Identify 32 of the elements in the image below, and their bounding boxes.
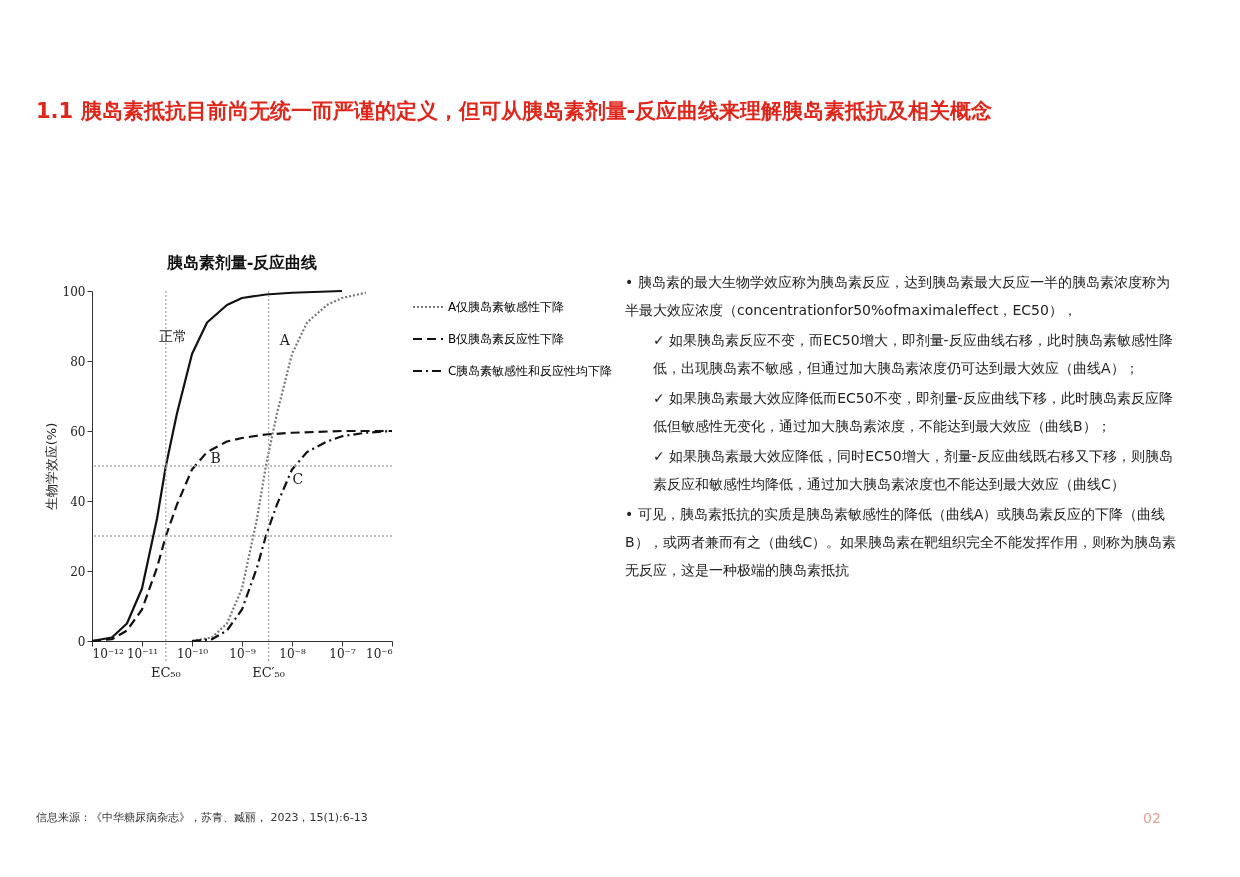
y-tick-label: 0 — [77, 634, 86, 649]
text: ✓ 如果胰岛素反应不变，而EC50增大，即剂量-反应曲线右移，此时胰岛素敏感性降低，出现胰岛素不敏感，但通过加大胰岛素浓度仍可达到最大效应（曲线A）； — [652, 331, 1174, 378]
annotation: C — [292, 471, 304, 487]
legend-label: C胰岛素敏感性和反应性均下降 — [448, 364, 613, 378]
legend-label: B仅胰岛素反应性下降 — [448, 332, 565, 346]
text: ✓ 如果胰岛素最大效应降低，同时EC50增大，剂量-反应曲线既右移又下移，则胰岛素反应和敏感性均降低，通过加大胰岛素浓度也不能达到最大效应（曲线C） — [652, 447, 1174, 494]
text: 02 — [1143, 810, 1161, 826]
text: ✓ 如果胰岛素最大效应降低而EC50不变，即剂量-反应曲线下移，此时胰岛素反应降低但敏感性无变化，通过加大胰岛素浓度，不能达到最大效应（曲线B）； — [652, 389, 1174, 436]
ref-line-label: EC₅₀ — [150, 665, 181, 680]
y-tick-label: 60 — [70, 424, 86, 439]
x-tick-label: 10⁻¹² — [92, 646, 124, 661]
x-tick-label: 10⁻⁸ — [279, 646, 306, 661]
x-tick-label: 10⁻⁶ — [366, 646, 393, 661]
y-tick-label: 20 — [70, 564, 86, 579]
x-tick-label: 10⁻¹¹ — [126, 646, 159, 661]
annotation: A — [278, 332, 291, 349]
text: 1.1 胰岛素抵抗目前尚无统一而严谨的定义，但可从胰岛素剂量-反应曲线来理解胰岛素抵抗及相关概念 — [36, 98, 994, 125]
y-tick-label: 40 — [70, 494, 86, 509]
y-tick-label: 100 — [62, 284, 86, 299]
chart-title: 胰岛素剂量-反应曲线 — [165, 253, 318, 272]
y-axis-title: 生物学效应(%) — [43, 422, 59, 511]
y-tick-label: 80 — [70, 354, 86, 369]
ref-line-label: EC′₅₀ — [252, 665, 285, 680]
x-tick-label: 10⁻⁷ — [329, 646, 356, 661]
annotation: 正常 — [159, 328, 188, 345]
x-tick-label: 10⁻⁹ — [229, 646, 256, 661]
text: 信息来源：《中华糖尿病杂志》，苏青、臧丽， 2023，15(1):6-13 — [36, 810, 368, 825]
annotation: B — [210, 450, 221, 466]
x-tick-label: 10⁻¹⁰ — [176, 646, 209, 661]
text: • 可见，胰岛素抵抗的实质是胰岛素敏感性的降低（曲线A）或胰岛素反应的下降（曲线B），或两者兼而有之（曲线C）。如果胰岛素在靶组织完全不能发挥作用，则称为胰岛素无反应，这是一种极端的胰岛素抵抗 — [625, 505, 1178, 580]
text: • 胰岛素的最大生物学效应称为胰岛素反应，达到胰岛素最大反应一半的胰岛素浓度称为半最大效应浓度（concentrationfor50%ofmaximaleffect，EC50）， — [625, 273, 1171, 320]
legend-label: A仅胰岛素敏感性下降 — [448, 300, 565, 314]
